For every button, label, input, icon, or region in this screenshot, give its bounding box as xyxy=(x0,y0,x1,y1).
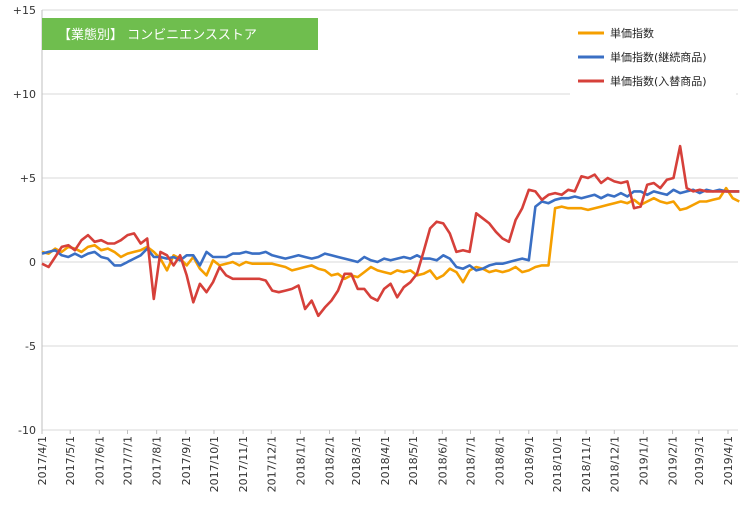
x-tick-label: 2018/11/1 xyxy=(580,436,593,492)
x-tick-label: 2018/5/1 xyxy=(407,436,420,485)
x-tick-label: 2018/9/1 xyxy=(523,436,536,485)
y-tick-label: -5 xyxy=(25,340,36,353)
chart-title: 【業態別】 コンビニエンスストア xyxy=(58,27,257,43)
x-tick-label: 2019/4/1 xyxy=(722,436,735,485)
x-tick-label: 2017/12/1 xyxy=(265,436,278,492)
x-tick-label: 2019/1/1 xyxy=(637,436,650,485)
y-tick-label: +10 xyxy=(13,88,36,101)
x-tick-label: 2017/7/1 xyxy=(122,436,135,485)
x-tick-label: 2018/8/1 xyxy=(494,436,507,485)
series-line-replaced-items xyxy=(41,144,740,318)
x-tick-label: 2017/5/1 xyxy=(64,436,77,485)
x-tick-label: 2017/9/1 xyxy=(180,436,193,485)
series-layer xyxy=(41,144,740,318)
y-tick-label: +5 xyxy=(20,172,36,185)
chart-title-box: 【業態別】 コンビニエンスストア xyxy=(42,18,318,50)
legend: 単価指数 単価指数(継続商品) 単価指数(入替商品) xyxy=(570,14,736,100)
x-tick-label: 2018/2/1 xyxy=(324,436,337,485)
x-tick-label: 2018/10/1 xyxy=(551,436,564,492)
x-tick-label: 2017/8/1 xyxy=(151,436,164,485)
x-tick-label: 2017/10/1 xyxy=(208,436,221,492)
x-tick-label: 2017/4/1 xyxy=(36,436,49,485)
x-tick-label: 2017/6/1 xyxy=(93,436,106,485)
x-tick-label: 2019/3/1 xyxy=(693,436,706,485)
legend-label-replaced-items: 単価指数(入替商品) xyxy=(610,74,707,88)
x-tick-label: 2018/3/1 xyxy=(350,436,363,485)
series-line-continuing-items xyxy=(41,188,740,272)
legend-label-unit-price: 単価指数 xyxy=(610,26,654,40)
x-tick-label: 2018/6/1 xyxy=(436,436,449,485)
x-tick-label: 2018/1/1 xyxy=(294,436,307,485)
x-tick-label: 2019/2/1 xyxy=(667,436,680,485)
x-tick-label: 2018/7/1 xyxy=(465,436,478,485)
series-line-unit-price xyxy=(41,186,740,284)
y-tick-label: 0 xyxy=(29,256,36,269)
x-tick-label: 2017/11/1 xyxy=(237,436,250,492)
chart-title-background xyxy=(42,18,318,50)
x-tick-label: 2018/4/1 xyxy=(379,436,392,485)
y-tick-label: +15 xyxy=(13,4,36,17)
axis-layer: -10 -5 0 +5 +10 +15 2017/4/1 2017/5/1 2017/6/1 20… xyxy=(13,4,735,492)
y-tick-label: -10 xyxy=(18,424,36,437)
legend-label-continuing-items: 単価指数(継続商品) xyxy=(610,50,707,64)
x-tick-label: 2018/12/1 xyxy=(608,436,621,492)
